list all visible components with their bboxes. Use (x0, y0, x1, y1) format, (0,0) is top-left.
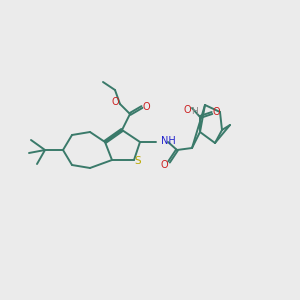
Text: O: O (212, 107, 220, 117)
Text: H: H (190, 107, 197, 116)
Text: O: O (160, 160, 168, 170)
Text: O: O (111, 97, 119, 107)
Text: NH: NH (161, 136, 176, 146)
Text: S: S (135, 156, 141, 166)
Text: O: O (142, 102, 150, 112)
Text: O: O (183, 105, 191, 115)
